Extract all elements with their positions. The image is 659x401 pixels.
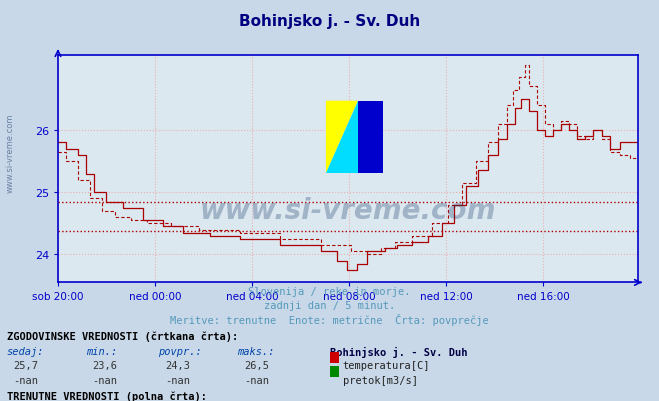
Polygon shape xyxy=(326,101,358,174)
Text: 23,6: 23,6 xyxy=(92,360,117,371)
Text: 26,5: 26,5 xyxy=(244,360,269,371)
Text: -nan: -nan xyxy=(244,375,269,385)
Text: temperatura[C]: temperatura[C] xyxy=(343,360,430,371)
Text: ZGODOVINSKE VREDNOSTI (črtkana črta):: ZGODOVINSKE VREDNOSTI (črtkana črta): xyxy=(7,331,238,341)
Text: Bohinjsko j. - Sv. Duh: Bohinjsko j. - Sv. Duh xyxy=(330,346,467,357)
Text: sedaj:: sedaj: xyxy=(7,346,44,356)
Text: pretok[m3/s]: pretok[m3/s] xyxy=(343,375,418,385)
Text: TRENUTNE VREDNOSTI (polna črta):: TRENUTNE VREDNOSTI (polna črta): xyxy=(7,391,206,401)
Polygon shape xyxy=(326,101,358,174)
Text: zadnji dan / 5 minut.: zadnji dan / 5 minut. xyxy=(264,300,395,310)
Text: -nan: -nan xyxy=(13,375,38,385)
Text: www.si-vreme.com: www.si-vreme.com xyxy=(5,113,14,192)
Text: Slovenija / reke in morje.: Slovenija / reke in morje. xyxy=(248,287,411,297)
Text: Bohinjsko j. - Sv. Duh: Bohinjsko j. - Sv. Duh xyxy=(239,14,420,29)
Text: povpr.:: povpr.: xyxy=(158,346,202,356)
Text: -nan: -nan xyxy=(165,375,190,385)
Text: 25,7: 25,7 xyxy=(13,360,38,371)
Text: maks.:: maks.: xyxy=(237,346,275,356)
Text: 24,3: 24,3 xyxy=(165,360,190,371)
Text: min.:: min.: xyxy=(86,346,117,356)
Text: www.si-vreme.com: www.si-vreme.com xyxy=(200,196,496,224)
Text: -nan: -nan xyxy=(92,375,117,385)
Polygon shape xyxy=(358,101,384,174)
Text: Meritve: trenutne  Enote: metrične  Črta: povprečje: Meritve: trenutne Enote: metrične Črta: … xyxy=(170,313,489,325)
